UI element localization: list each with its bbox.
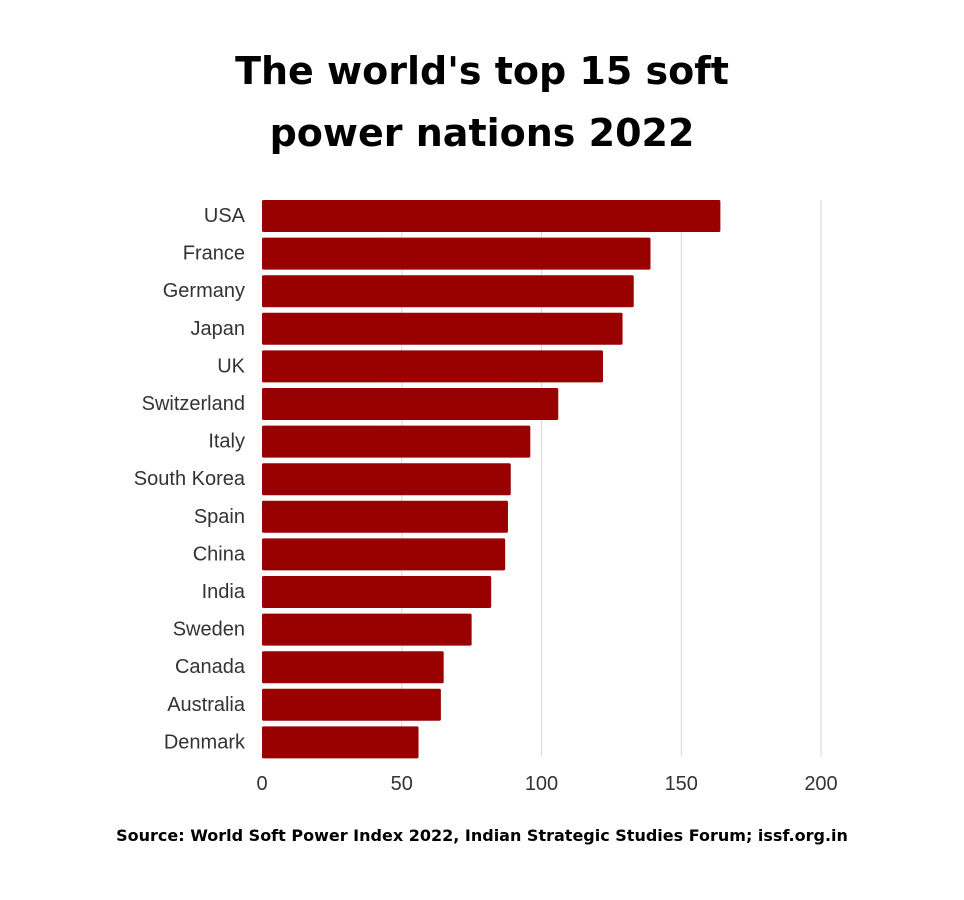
- category-label: Denmark: [164, 731, 246, 753]
- chart-title-line-1: The world's top 15 soft: [235, 49, 729, 93]
- bar-spain: [262, 500, 508, 533]
- category-label: UK: [217, 355, 245, 377]
- x-axis-ticks: 0 50 100 150 200: [256, 773, 837, 795]
- category-label: France: [183, 243, 245, 265]
- bar-germany: [262, 275, 634, 308]
- bar-australia: [262, 688, 441, 721]
- bar-japan: [262, 312, 623, 345]
- bar-china: [262, 538, 506, 571]
- bar-usa: [262, 200, 721, 232]
- x-tick-label: 0: [256, 773, 267, 795]
- category-labels: USA France Germany Japan UK Switzerland Italy S…: [134, 205, 246, 753]
- chart-title-line-2: power nations 2022: [269, 111, 695, 155]
- x-tick-label: 100: [525, 773, 558, 795]
- category-label: Switzerland: [142, 393, 245, 415]
- x-tick-label: 50: [391, 773, 413, 795]
- bar-canada: [262, 651, 444, 684]
- category-label: Sweden: [173, 619, 245, 641]
- category-label: USA: [204, 205, 246, 227]
- category-label: South Korea: [134, 468, 246, 490]
- bar-france: [262, 237, 651, 270]
- chart-title: The world's top 15 soft power nations 20…: [0, 40, 964, 164]
- bar-italy: [262, 425, 531, 458]
- bar-sweden: [262, 613, 472, 646]
- category-label: Germany: [163, 280, 245, 302]
- category-label: Italy: [208, 431, 245, 453]
- category-label: Australia: [167, 694, 246, 716]
- category-label: India: [202, 581, 246, 603]
- x-tick-label: 200: [804, 773, 837, 795]
- category-label: Spain: [194, 506, 245, 528]
- category-label: China: [193, 543, 246, 565]
- bars: [262, 200, 721, 759]
- bar-switzerland: [262, 388, 559, 420]
- category-label: Japan: [191, 318, 246, 340]
- x-tick-label: 150: [665, 773, 698, 795]
- bar-india: [262, 576, 492, 608]
- bar-denmark: [262, 726, 419, 759]
- bar-south-korea: [262, 463, 511, 496]
- source-note: Source: World Soft Power Index 2022, Ind…: [116, 826, 848, 845]
- category-label: Canada: [175, 656, 246, 678]
- bar-uk: [262, 350, 603, 383]
